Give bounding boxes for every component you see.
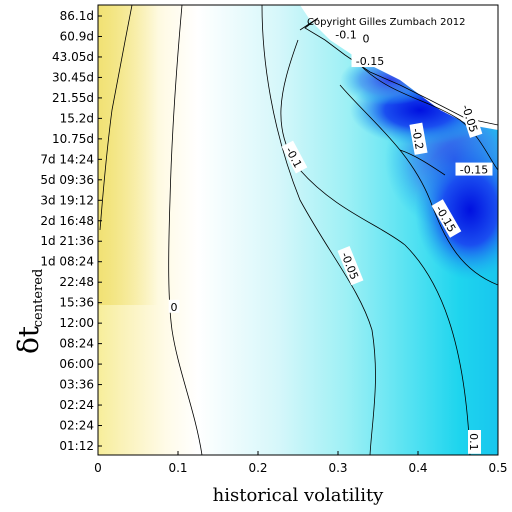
- y-tick-label: 2d 16:48: [40, 214, 94, 228]
- x-axis-title: historical volatility: [213, 485, 385, 506]
- y-tick-label: 21.55d: [52, 91, 94, 105]
- y-tick-label: 02:24: [59, 398, 94, 412]
- contour-label-bg: [468, 430, 481, 454]
- y-axis-title-main: δt: [12, 325, 45, 354]
- x-tick-label: 0.3: [328, 461, 347, 475]
- contour-label-text: -0.15: [356, 55, 384, 68]
- y-tick-label: 7d 14:24: [40, 152, 94, 166]
- contour-label-bg: [351, 54, 389, 68]
- x-axis: 0 0.1 0.2 0.3 0.4 0.5: [94, 451, 508, 475]
- contour-label-bg: [281, 140, 308, 174]
- x-tick-label: 0.4: [408, 461, 427, 475]
- contour-label-bg: [337, 246, 364, 286]
- contour-label-bg: [455, 162, 493, 176]
- contour-zero: [168, 5, 203, 455]
- x-tick-label: 0.2: [248, 461, 267, 475]
- x-tick-label: 0.5: [488, 461, 507, 475]
- contour-label: -0.15: [351, 54, 389, 68]
- contour-minus-02-inner: [399, 149, 446, 176]
- y-tick-label: 01:12: [59, 439, 94, 453]
- contour-label: 0: [168, 299, 180, 314]
- x-tick-label: 0: [94, 461, 102, 475]
- y-tick-label: 5d 09:36: [40, 173, 94, 187]
- contour-label-bg: [168, 299, 180, 313]
- y-tick-label: 30.45d: [52, 70, 94, 84]
- contour-minus-01: [280, 39, 471, 455]
- contour-label: -0.2: [409, 122, 428, 155]
- contour-label-bg: [458, 98, 483, 138]
- plot-frame: [97, 4, 499, 456]
- y-tick-label: 1d 08:24: [40, 255, 94, 269]
- y-tick-label: 10.75d: [52, 132, 94, 146]
- contour-minus-02: [359, 64, 498, 171]
- y-tick-label: 15.2d: [60, 111, 94, 125]
- y-tick-label: 86.1d: [60, 9, 94, 23]
- contour-label: 0.1: [467, 430, 481, 454]
- y-tick-label: 06:00: [59, 357, 94, 371]
- y-tick-label: 3d 19:12: [40, 193, 94, 207]
- y-tick-label: 15:36: [59, 296, 94, 310]
- y-tick-label: 02:24: [59, 419, 94, 433]
- contour-label-bg: [431, 199, 462, 238]
- x-tick-label: 0.1: [168, 461, 187, 475]
- contour-label: 0: [360, 31, 372, 46]
- y-tick-label: 22:48: [59, 275, 94, 289]
- contour-label-bg: [360, 31, 372, 45]
- contour-label: -0.1: [330, 27, 362, 41]
- y-tick-label: 60.9d: [60, 29, 94, 43]
- contour-label-text: 0: [171, 301, 178, 314]
- contour-label-text: -0.2: [409, 127, 426, 150]
- contour-label-text: -0.15: [460, 164, 488, 177]
- y-axis: 01:12 02:24 02:24 03:36 06:00 08:24 12:00 15:36…: [40, 9, 102, 453]
- y-axis-title-sub: centered: [31, 269, 46, 328]
- contour-minus-015: [339, 84, 498, 286]
- contour-label: -0.15: [455, 162, 493, 177]
- y-tick-label: 43.05d: [52, 50, 94, 64]
- contour-label-text: 0: [363, 33, 370, 46]
- contour-label-bg: [409, 122, 428, 155]
- contour-zero-left: [99, 5, 133, 231]
- y-tick-label: 08:24: [59, 337, 94, 351]
- contour-minus-005: [261, 5, 376, 455]
- y-tick-label: 03:36: [59, 378, 94, 392]
- contour-label-text: 0.1: [467, 433, 480, 451]
- y-axis-title: δt centered: [12, 269, 46, 354]
- copyright-annotation: Copyright Gilles Zumbach 2012: [307, 17, 466, 28]
- y-tick-label: 1d 21:36: [40, 234, 94, 248]
- contour-label-text: -0.1: [335, 28, 356, 41]
- contour-label-bg: [330, 27, 362, 41]
- y-tick-label: 12:00: [59, 316, 94, 330]
